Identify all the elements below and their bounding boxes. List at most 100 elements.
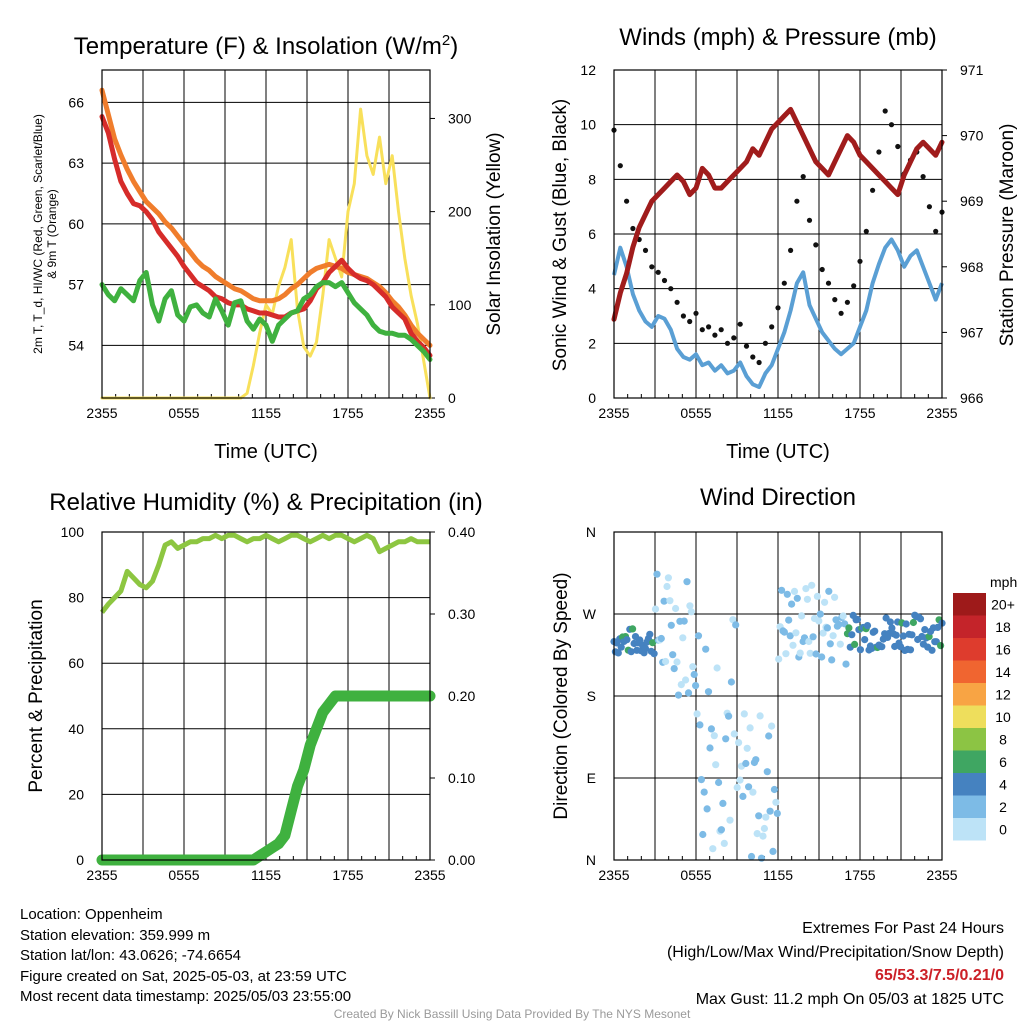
gust-point <box>794 198 800 204</box>
direction-point <box>766 807 774 815</box>
legend-swatch <box>953 683 986 706</box>
direction-point <box>717 826 726 834</box>
temperature-2m-line <box>99 114 433 358</box>
direction-point <box>753 830 761 838</box>
gust-point <box>813 242 819 248</box>
temperature-y-label-line2: & 9m T (Orange) <box>45 189 59 279</box>
direction-point <box>786 632 794 640</box>
direction-point <box>627 648 635 656</box>
direction-point <box>819 629 827 637</box>
temperature-y-tick-label: 66 <box>68 94 84 110</box>
direction-point <box>825 587 833 595</box>
direction-point <box>710 732 718 740</box>
direction-point <box>908 631 916 639</box>
humidity-y2-tick-label: 0.00 <box>448 852 475 868</box>
direction-point <box>937 642 945 650</box>
direction-point <box>746 724 754 732</box>
direction-point <box>768 722 776 730</box>
direction-point <box>851 640 859 649</box>
direction-point <box>861 636 869 644</box>
direction-point <box>677 681 685 689</box>
humidity-y-tick-label: 0 <box>76 852 84 868</box>
gust-point <box>649 264 655 270</box>
temperature-plot-frame <box>101 69 431 399</box>
direction-point <box>719 799 727 808</box>
direction-point <box>689 663 697 671</box>
direction-point <box>649 639 657 647</box>
direction-point <box>709 845 717 853</box>
dewpoint-line <box>99 270 433 362</box>
winds-x-tick-label: 0555 <box>680 405 711 421</box>
direction-point <box>842 660 850 668</box>
gust-point <box>687 318 693 325</box>
gust-point <box>706 324 712 330</box>
direction-point <box>812 650 820 658</box>
winds-y2-tick-label: 966 <box>960 390 984 406</box>
gust-point <box>737 321 743 327</box>
direction-point <box>712 761 720 769</box>
gust-point <box>617 163 623 169</box>
direction-point <box>829 632 837 640</box>
gust-point <box>655 269 661 275</box>
direction-point <box>683 578 691 586</box>
gust-point <box>806 217 813 223</box>
legend-title: mph <box>990 574 1017 590</box>
direction-point <box>760 824 769 833</box>
humidity-y2-tick-label: 0.10 <box>448 770 475 786</box>
direction-point <box>755 812 763 820</box>
direction-point <box>928 646 936 654</box>
humidity-y-tick-label: 80 <box>68 590 84 606</box>
credit-line: Created By Nick Bassill Using Data Provi… <box>333 1007 691 1021</box>
humidity-x-tick-label: 1755 <box>332 867 363 883</box>
direction-y-tick-label: E <box>587 770 596 786</box>
direction-point <box>686 602 694 610</box>
humidity-y-tick-label: 100 <box>61 524 85 540</box>
direction-point <box>763 768 771 776</box>
direction-point <box>878 643 886 651</box>
direction-point <box>704 688 713 696</box>
direction-point <box>673 658 681 666</box>
direction-point <box>772 798 780 806</box>
wind-direction-panel-title: Wind Direction <box>700 484 856 511</box>
winds-y-tick-label: 4 <box>588 281 596 297</box>
temperature-panel: Temperature (F) & Insolation (W/m2) Time… <box>31 32 505 463</box>
gust-point <box>630 225 636 232</box>
direction-point <box>888 624 896 632</box>
temperature-x-tick-label: 2355 <box>414 405 445 421</box>
direction-point <box>669 651 677 659</box>
winds-y2-tick-label: 971 <box>960 62 984 78</box>
direction-point <box>752 756 760 764</box>
direction-point <box>740 710 748 718</box>
legend-label: 4 <box>999 776 1007 792</box>
gust-point <box>769 324 775 330</box>
gust-point <box>863 228 869 234</box>
legend-label: 12 <box>995 686 1011 702</box>
extremes-subtitle: (High/Low/Max Wind/Precipitation/Snow De… <box>666 943 1004 961</box>
humidity-y2-tick-label: 0.20 <box>448 688 475 704</box>
direction-point <box>725 712 733 720</box>
legend-swatch <box>953 728 986 751</box>
direction-point <box>783 590 791 598</box>
winds-x-tick-label: 2355 <box>598 405 629 421</box>
legend-label: 2 <box>999 799 1007 815</box>
direction-point <box>623 636 631 644</box>
gust-point <box>693 310 699 316</box>
direction-point <box>809 633 817 641</box>
legend-label: 10 <box>995 709 1011 725</box>
direction-point <box>823 624 832 632</box>
humidity-panel: Relative Humidity (%) & Precipitation (i… <box>26 489 483 883</box>
direction-point <box>806 649 814 657</box>
figure-created: Figure created on Sat, 2025-05-03, at 23… <box>20 967 347 985</box>
direction-point <box>831 593 839 601</box>
direction-point <box>636 636 644 644</box>
direction-point <box>790 587 799 596</box>
humidity-x-tick-label: 2355 <box>414 867 445 883</box>
direction-point <box>906 646 915 654</box>
direction-point <box>757 854 766 862</box>
direction-point <box>892 631 900 639</box>
temperature-x-tick-label: 1755 <box>332 405 363 421</box>
direction-point <box>808 581 816 589</box>
direction-y-tick-label: W <box>583 606 597 622</box>
winds-y2-tick-label: 970 <box>960 128 984 144</box>
legend-swatch <box>953 705 986 728</box>
